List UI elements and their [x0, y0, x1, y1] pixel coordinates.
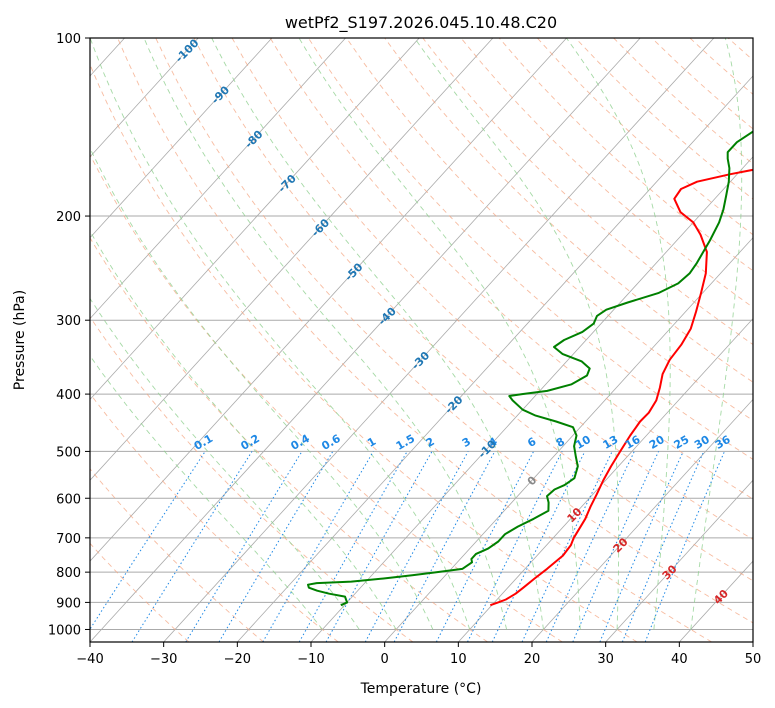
- dry-adiabat-line: [346, 38, 753, 422]
- isotherm-line: [384, 237, 753, 642]
- mixing-ratio-line: [572, 451, 660, 642]
- isotherm-line: [531, 398, 753, 642]
- plot-frame: [89, 37, 754, 643]
- isotherm-line: [90, 38, 420, 401]
- x-tick-label: 10: [450, 652, 467, 667]
- dewpoint-line: [307, 130, 753, 607]
- isotherm-line: [163, 38, 715, 642]
- y-tick-label: 100: [56, 32, 81, 47]
- dry-adiabat-line: [90, 316, 414, 642]
- isotherm-line: [90, 38, 567, 562]
- mixing-ratio-line: [644, 451, 725, 642]
- chart-title: wetPf2_S197.2026.045.10.48.C20: [285, 13, 557, 33]
- isotherm-line: [90, 38, 199, 158]
- moist-adiabat-line: [298, 38, 581, 630]
- moist-adiabat-line: [90, 230, 397, 630]
- mixing-ratio-line: [90, 451, 206, 631]
- moist-adiabat-line: [90, 147, 434, 630]
- x-tick-label: −30: [150, 652, 177, 667]
- moist-adiabat-line: [90, 38, 471, 630]
- temperature-line: [489, 168, 753, 607]
- isotherm-line: [90, 38, 494, 481]
- x-tick-label: 50: [745, 652, 762, 667]
- isotherm-line: [90, 38, 641, 642]
- mixing-ratio-line: [467, 451, 563, 642]
- moist-adiabat-line: [90, 297, 360, 630]
- y-tick-label: 500: [56, 445, 81, 460]
- x-tick-label: 40: [671, 652, 688, 667]
- moist-adiabat-line: [90, 355, 323, 630]
- background-lines: [90, 38, 753, 642]
- mixing-ratio-line: [364, 451, 469, 642]
- moist-adiabat-line: [143, 38, 508, 630]
- isotherm-line: [90, 38, 346, 320]
- x-tick-label: −10: [297, 652, 324, 667]
- data-series: [307, 130, 753, 607]
- moist-adiabat-line: [414, 38, 620, 630]
- dry-adiabat-line: [193, 38, 753, 582]
- x-tick-label: −20: [224, 652, 251, 667]
- isotherm-line: [310, 156, 753, 642]
- y-axis-label: Pressure (hPa): [12, 290, 28, 390]
- x-tick-label: 20: [524, 652, 541, 667]
- dry-adiabat-line: [90, 153, 563, 642]
- mixing-ratio-line: [599, 451, 684, 642]
- moist-adiabat-line: [566, 38, 671, 630]
- dry-adiabat-line: [269, 38, 753, 500]
- isotherm-line: [458, 317, 753, 642]
- dry-adiabat-line: [90, 236, 488, 642]
- x-tick-label: 30: [597, 652, 614, 667]
- mixing-ratio-line: [435, 451, 535, 642]
- moist-adiabat-line: [690, 38, 743, 630]
- x-tick-label: −40: [76, 652, 103, 667]
- y-tick-label: 200: [56, 210, 81, 225]
- dry-adiabat-line: [231, 38, 753, 540]
- y-tick-label: 900: [56, 596, 81, 611]
- y-tick-label: 400: [56, 388, 81, 403]
- mixing-ratio-line: [621, 451, 705, 642]
- x-axis-label: Temperature (°C): [360, 681, 482, 697]
- mixing-ratio-line: [185, 451, 303, 642]
- x-tick-label: 0: [381, 652, 389, 667]
- isotherm-line: [605, 479, 753, 642]
- pressure-gridlines: [90, 38, 753, 630]
- y-tick-label: 1000: [48, 623, 81, 638]
- dry-adiabat-line: [460, 38, 753, 308]
- y-tick-label: 600: [56, 492, 81, 507]
- dry-adiabat-line: [155, 38, 753, 624]
- isotherm-line: [237, 75, 753, 642]
- dry-adiabat-line: [90, 468, 264, 642]
- mixing-ratio-line: [298, 451, 408, 642]
- y-tick-label: 700: [56, 532, 81, 547]
- mixing-ratio-line: [325, 451, 433, 642]
- y-tick-label: 800: [56, 566, 81, 581]
- isotherm-line: [90, 38, 273, 239]
- y-tick-label: 300: [56, 314, 81, 329]
